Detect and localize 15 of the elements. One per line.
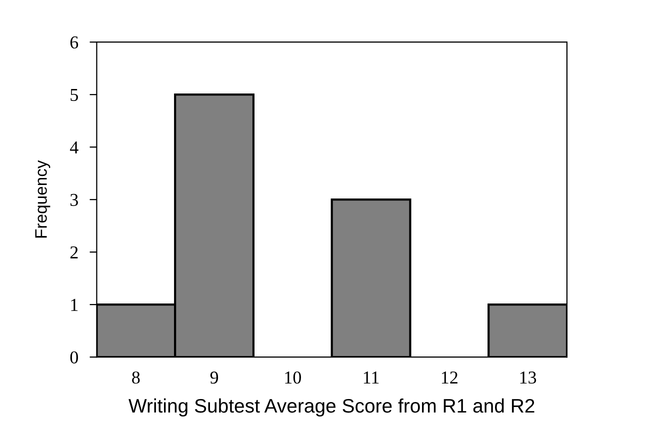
y-tick-label: 3	[70, 194, 78, 206]
x-tick-label: 11	[364, 372, 379, 384]
x-tick-label: 8	[132, 371, 140, 384]
y-tick-label: 0	[70, 351, 78, 364]
x-tick-label: 13	[520, 372, 536, 384]
y-tick-label: 4	[70, 141, 78, 154]
y-tick-label: 6	[70, 36, 78, 49]
x-tick-label: 9	[210, 372, 218, 384]
x-axis-title: Writing Subtest Average Score from R1 and R2	[128, 398, 534, 417]
y-tick-label: 1	[71, 298, 78, 311]
y-tick-label: 2	[70, 246, 78, 258]
x-tick-label: 10	[285, 371, 301, 384]
y-tick-label: 5	[70, 89, 78, 102]
x-tick-label: 12	[442, 372, 458, 384]
y-axis-title: Frequency	[35, 160, 50, 238]
